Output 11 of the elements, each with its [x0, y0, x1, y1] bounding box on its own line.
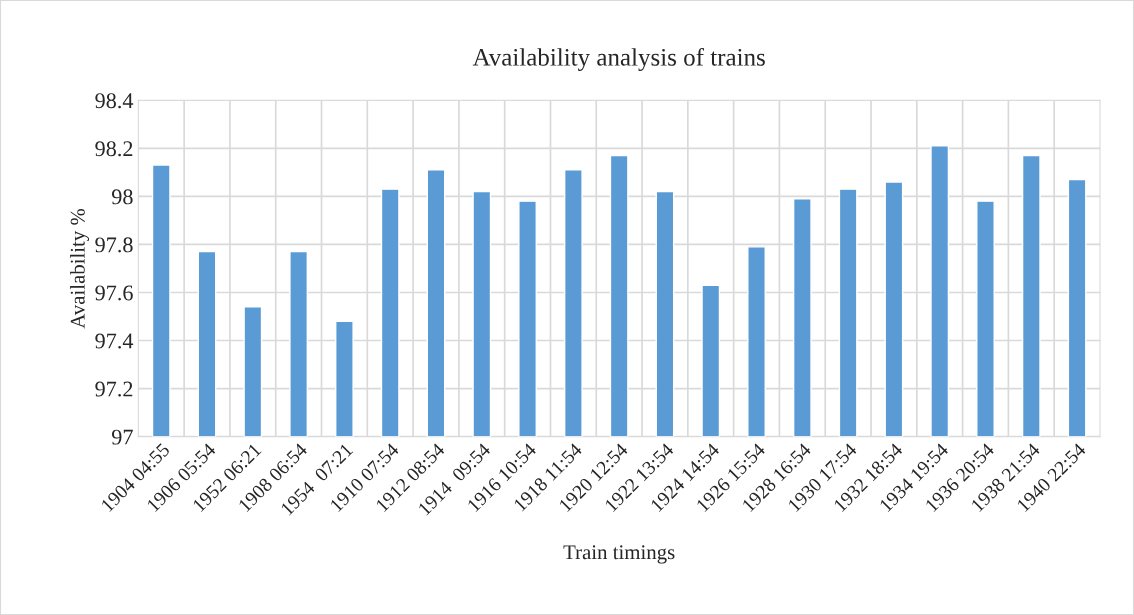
y-tick-label: 98: [111, 189, 133, 205]
y-tick-label: 98.2: [95, 141, 133, 157]
y-tick-label: 97.4: [95, 333, 134, 349]
y-tick-label: 97.8: [95, 237, 133, 253]
y-tick-label: 98.4: [95, 93, 134, 109]
x-axis-title: Train timings: [563, 545, 675, 564]
y-axis-title: Availability %: [70, 208, 90, 329]
y-tick-label: 97.6: [95, 285, 133, 301]
y-tick-label: 97.2: [95, 381, 133, 397]
y-tick-label: 97: [111, 429, 133, 445]
chart-title: Availability analysis of trains: [472, 47, 765, 71]
